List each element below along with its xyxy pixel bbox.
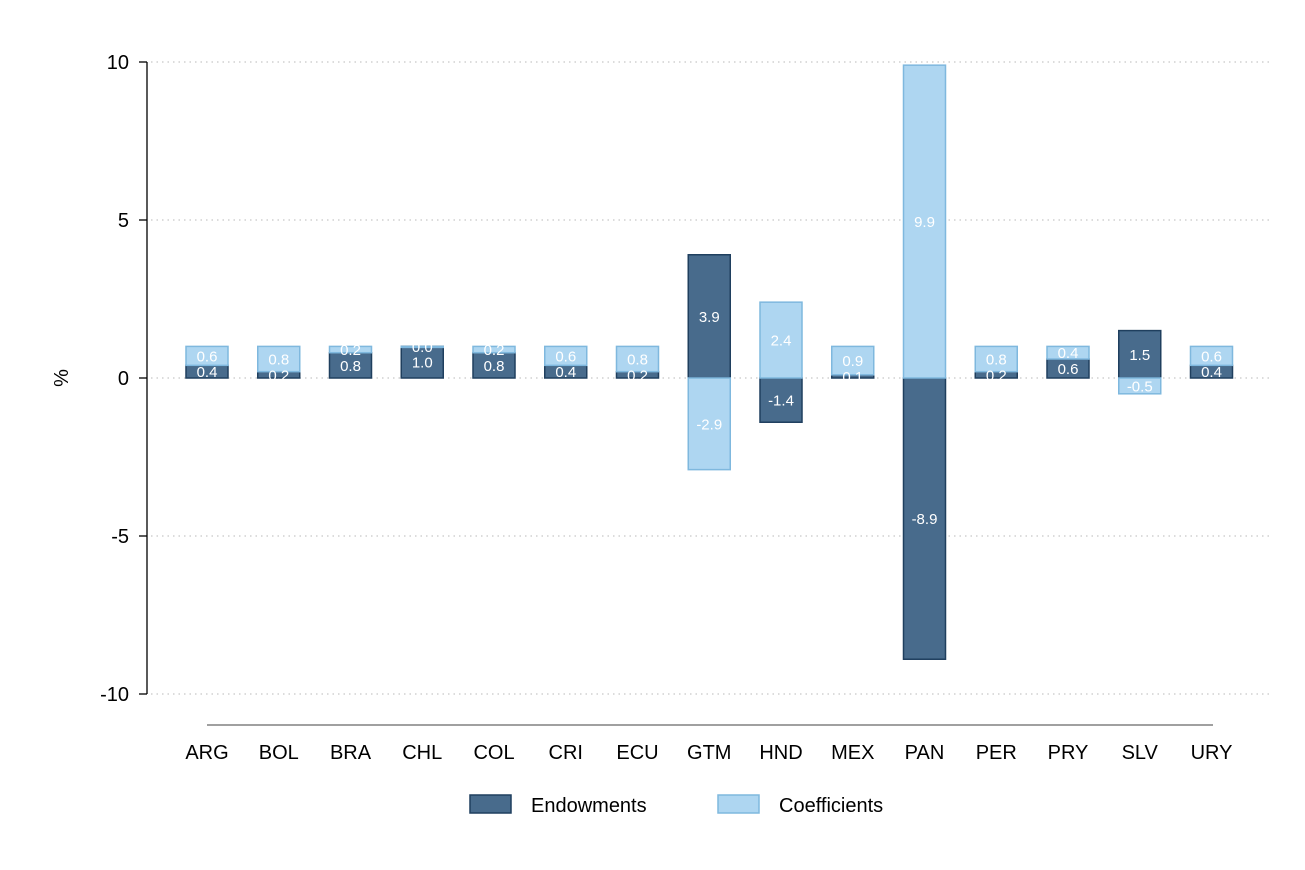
x-tick-label: ARG [185,742,228,764]
data-label: 0.0 [412,339,433,356]
data-label: 0.1 [842,369,863,386]
data-label: -8.9 [912,511,938,528]
legend-label-endowments[interactable]: Endowments [531,795,647,817]
x-tick-label: MEX [831,742,874,764]
data-label: 0.2 [484,342,505,359]
legend[interactable]: Endowments Coefficients [469,794,883,817]
y-tick-label: 5 [118,210,129,232]
data-label: 0.2 [340,342,361,359]
y-tick-label: -10 [100,684,129,706]
data-label: -1.4 [768,393,794,410]
axes [139,61,1213,726]
x-tick-label: ECU [616,742,658,764]
x-tick-label: BOL [259,742,299,764]
x-tick-label: HND [759,742,802,764]
legend-swatch-endowments[interactable] [469,794,512,814]
data-label: 0.4 [1201,364,1222,381]
data-label: 0.6 [1201,348,1222,365]
bar-coefficients-slv [1118,377,1162,395]
bar-labels: 0.40.60.20.8 0.80.21.00.00.80.20.40.60.20… [197,214,1222,528]
bar-coefficients-per [974,345,1018,373]
y-tick-label: 0 [118,368,129,390]
bar-coefficients-chl [400,345,444,349]
bar-endowments-pan [902,377,947,660]
data-label: 0.6 [555,348,576,365]
data-label: -2.9 [696,416,722,433]
x-tick-label: PAN [905,742,945,764]
x-tick-label: CRI [549,742,583,764]
bar-coefficients-pry [1046,345,1090,360]
y-tick-label: 10 [107,52,129,74]
bar-coefficients-ury [1189,345,1234,367]
data-label: 0.2 [268,367,289,384]
data-label: 0.2 [986,367,1007,384]
data-label: 0.8 [986,352,1007,369]
data-label: 0.8 [484,358,505,375]
data-label: 0.4 [1058,345,1079,362]
y-tick-label: -5 [111,526,129,548]
bar-coefficients-mex [831,345,875,376]
bar-coefficients-arg [185,345,229,367]
data-label: 0.4 [555,364,576,381]
x-tick-label: URY [1191,742,1233,764]
bar-endowments-hnd [759,377,803,423]
data-label: 1.0 [412,355,433,372]
x-tick-label: CHL [402,742,442,764]
x-tick-label: GTM [687,742,731,764]
data-label: 0.6 [1058,361,1079,378]
y-axis-title: % [51,369,73,387]
data-label: 0.9 [842,353,863,370]
data-label: 0.4 [197,364,218,381]
data-label: 0.8 [340,358,361,375]
bar-coefficients-col [472,345,516,354]
x-tick-label: PRY [1048,742,1089,764]
bar-coefficients-pan [902,64,947,379]
bar-coefficients-cri [544,345,588,367]
data-label: 0.6 [197,348,218,365]
x-tick-label: PER [976,742,1017,764]
data-label: 9.9 [914,214,935,231]
data-label: 1.5 [1129,347,1150,364]
data-label: 0.8 [268,352,289,369]
bar-coefficients-hnd [759,301,803,379]
data-label: 2.4 [771,333,792,350]
x-tick-label: SLV [1122,742,1159,764]
bar-coefficients-bol [257,345,301,373]
data-label: 0.2 [627,367,648,384]
bar-endowments-slv [1118,329,1162,379]
data-label: 3.9 [699,309,720,326]
legend-swatch-coefficients[interactable] [717,794,760,814]
data-label: -0.5 [1127,378,1153,395]
x-tick-label: COL [473,742,514,764]
bar-endowments-gtm [687,254,731,379]
x-tick-label: BRA [330,742,372,764]
bars [185,64,1234,660]
legend-label-coefficients[interactable]: Coefficients [779,795,883,817]
bar-coefficients-gtm [687,377,731,471]
bar-coefficients-bra [328,345,373,354]
bar-coefficients-ecu [615,345,660,373]
data-label: 0.8 [627,352,648,369]
tick-labels: 10 5 0 -5 -10 ARG BOL BRA CHL COL CRI ECU GTM HND MEX P… [100,52,1232,764]
